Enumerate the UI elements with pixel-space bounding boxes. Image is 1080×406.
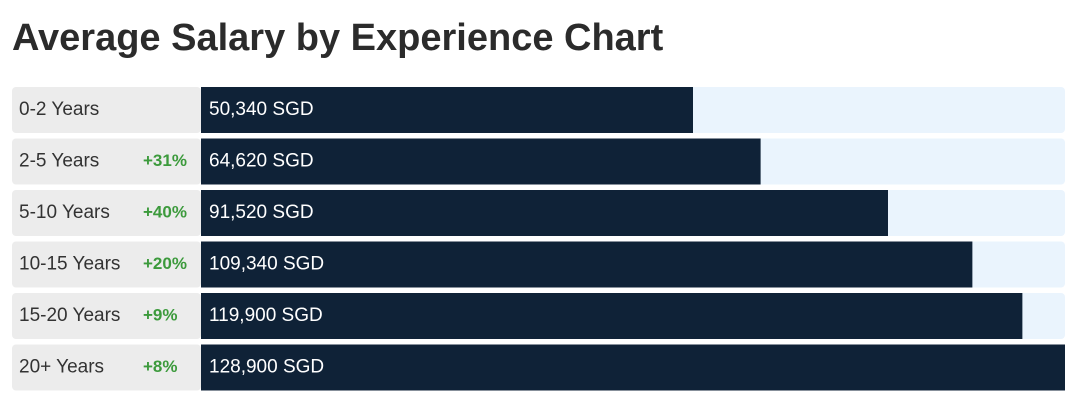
value-label: 119,900 SGD — [209, 305, 323, 326]
category-label: 20+ Years — [19, 357, 104, 378]
value-label: 50,340 SGD — [209, 99, 314, 120]
change-label: +40% — [143, 202, 187, 221]
category-label: 15-20 Years — [19, 305, 120, 326]
label-cell — [12, 138, 201, 185]
label-cell — [12, 190, 201, 236]
bar — [201, 87, 693, 133]
bar — [201, 138, 761, 185]
chart-title: Average Salary by Experience Chart — [12, 17, 664, 59]
value-label: 128,900 SGD — [209, 357, 324, 378]
bar — [201, 344, 1065, 391]
change-label: +20% — [143, 254, 187, 273]
value-label: 91,520 SGD — [209, 202, 314, 223]
value-label: 64,620 SGD — [209, 151, 314, 172]
label-cell — [12, 87, 201, 133]
category-label: 0-2 Years — [19, 99, 99, 120]
label-cell — [12, 241, 201, 288]
bar — [201, 190, 888, 236]
category-label: 5-10 Years — [19, 202, 110, 223]
category-label: 2-5 Years — [19, 151, 99, 172]
category-label: 10-15 Years — [19, 254, 120, 275]
change-label: +9% — [143, 305, 178, 324]
label-cell — [12, 344, 201, 391]
label-cell — [12, 293, 201, 339]
bar — [201, 241, 973, 288]
value-label: 109,340 SGD — [209, 254, 324, 275]
bar — [201, 293, 1023, 339]
change-label: +8% — [143, 357, 178, 376]
change-label: +31% — [143, 151, 187, 170]
